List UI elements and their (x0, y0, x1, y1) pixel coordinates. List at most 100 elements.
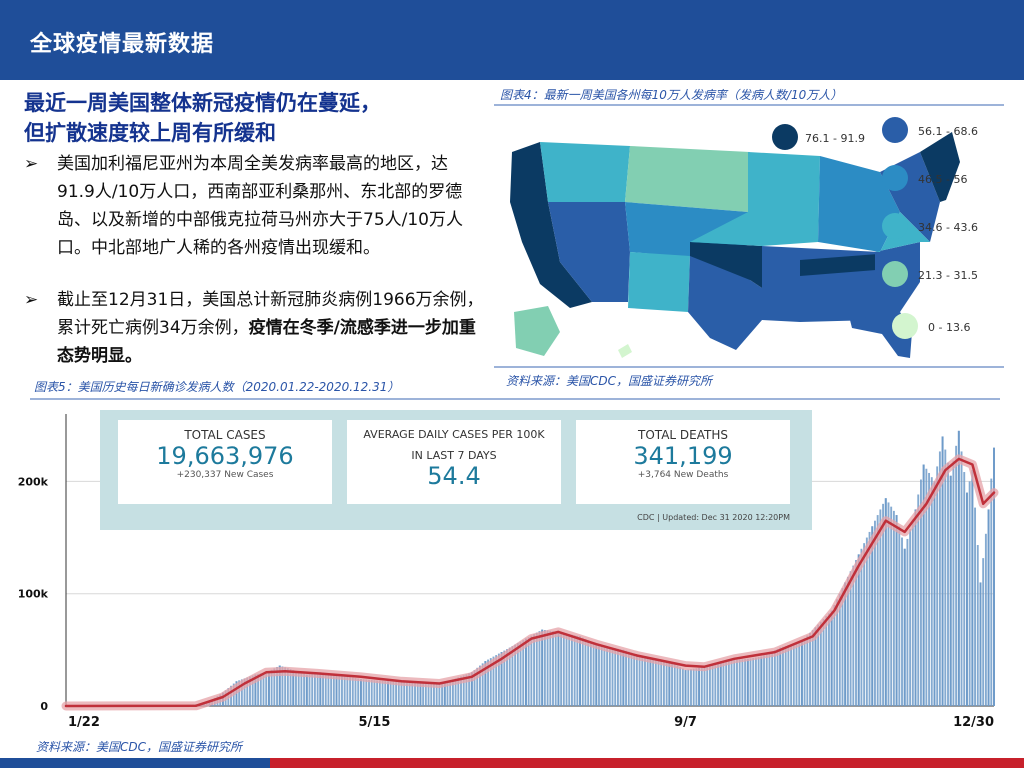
daily-cases-bar (351, 677, 354, 706)
daily-cases-bar (400, 682, 403, 706)
daily-cases-bar (584, 638, 587, 706)
daily-cases-bar (625, 650, 627, 706)
daily-cases-bar (979, 582, 982, 706)
daily-cases-bar (638, 655, 641, 706)
daily-cases-bar (305, 674, 308, 706)
daily-cases-bar (254, 674, 257, 706)
x-tick-label: 12/30 (953, 715, 994, 730)
daily-cases-bar (644, 657, 646, 706)
daily-cases-bar (522, 640, 525, 706)
daily-cases-bar (267, 671, 270, 706)
daily-cases-bar (573, 635, 576, 706)
daily-cases-bar (760, 656, 763, 706)
daily-cases-bar (784, 645, 787, 706)
daily-cases-bar (470, 672, 473, 706)
daily-cases-bar (427, 683, 430, 706)
stat-sub: +230,337 New Cases (176, 470, 274, 480)
daily-cases-bar (303, 673, 306, 706)
daily-cases-bar (251, 675, 254, 706)
daily-cases-bar (703, 666, 706, 706)
daily-cases-bar (757, 657, 760, 706)
daily-cases-bar (662, 660, 665, 706)
daily-cases-bar (476, 667, 479, 706)
daily-cases-bar (868, 531, 871, 706)
daily-cases-bar (281, 666, 284, 706)
daily-cases-bar (497, 653, 500, 706)
daily-cases-bar (822, 618, 825, 706)
daily-cases-bar (846, 576, 849, 706)
daily-cases-bar (295, 670, 297, 706)
headline: 最近一周美国整体新冠疫情仍在蔓延， 但扩散速度较上周有所缓和 (24, 88, 484, 148)
daily-cases-bar (527, 637, 530, 706)
daily-cases-bar (451, 679, 454, 706)
daily-cases-bar (316, 672, 319, 706)
daily-cases-bar (443, 682, 446, 706)
daily-cases-bar (914, 509, 917, 706)
daily-cases-bar (984, 533, 987, 706)
daily-cases-bar (860, 548, 863, 706)
daily-cases-bar (419, 683, 422, 706)
daily-cases-bar (947, 462, 949, 706)
daily-cases-bar (387, 681, 389, 706)
daily-cases-bar (944, 449, 947, 706)
daily-cases-bar (698, 667, 701, 706)
stat-value: 341,199 (633, 442, 733, 470)
daily-cases-bar (508, 647, 511, 706)
daily-cases-bar (535, 632, 538, 706)
daily-cases-bar (454, 678, 457, 706)
daily-cases-bar (803, 638, 806, 706)
daily-cases-bar (765, 654, 768, 706)
daily-cases-bar (516, 643, 519, 706)
daily-cases-bar (603, 645, 606, 706)
daily-cases-bar (243, 678, 246, 706)
daily-cases-bar (324, 673, 327, 706)
divider (494, 104, 1004, 106)
map-northwest (540, 142, 630, 202)
daily-cases-bar (511, 646, 514, 706)
stat-sub: +3,764 New Deaths (637, 470, 729, 480)
daily-cases-bar (600, 645, 603, 706)
stats-panel: TOTAL CASES 19,663,976 +230,337 New Case… (100, 410, 812, 530)
stat-label: AVERAGE DAILY CASES PER 100K (363, 428, 545, 441)
daily-cases-bar (457, 677, 460, 706)
daily-cases-bar (297, 671, 300, 706)
daily-cases-bar (917, 494, 920, 706)
daily-cases-bar (941, 436, 944, 706)
daily-cases-bar (936, 466, 939, 706)
daily-cases-bar (397, 682, 400, 706)
y-tick-label: 100k (18, 588, 49, 601)
y-tick-label: 0 (40, 700, 48, 713)
daily-cases-bar (690, 669, 692, 706)
daily-cases-bar (833, 604, 836, 706)
daily-cases-bar (611, 647, 614, 706)
daily-cases-bar (587, 640, 590, 706)
x-axis-labels: 1/22 5/15 9/7 12/30 (68, 715, 994, 730)
daily-cases-bar (687, 669, 690, 706)
daily-cases-bar (922, 464, 925, 706)
daily-cases-bar (330, 673, 333, 706)
daily-cases-bar (608, 647, 611, 706)
daily-cases-bar (468, 673, 471, 706)
daily-cases-bar (692, 668, 695, 706)
legend-swatch-4 (882, 213, 908, 239)
daily-cases-bar (549, 630, 552, 706)
daily-cases-bar (963, 472, 966, 706)
daily-cases-bar (343, 676, 346, 706)
legend-label-2: 56.1 - 68.6 (918, 125, 978, 138)
daily-cases-bar (265, 671, 268, 706)
daily-cases-bar (993, 447, 995, 706)
daily-cases-bar (368, 679, 370, 706)
daily-cases-bar (855, 560, 857, 706)
daily-cases-bar (787, 645, 790, 706)
daily-cases-bar (424, 683, 427, 706)
daily-cases-bar (971, 470, 974, 706)
daily-cases-bar (240, 679, 243, 706)
daily-cases-bar (646, 657, 649, 706)
daily-cases-bar (378, 680, 381, 706)
daily-cases-bar (519, 641, 522, 706)
daily-cases-bar (895, 515, 898, 706)
daily-cases-bar (898, 526, 901, 706)
daily-cases-bar (595, 644, 598, 706)
daily-cases-bar (300, 672, 303, 706)
daily-cases-bar (652, 659, 655, 706)
